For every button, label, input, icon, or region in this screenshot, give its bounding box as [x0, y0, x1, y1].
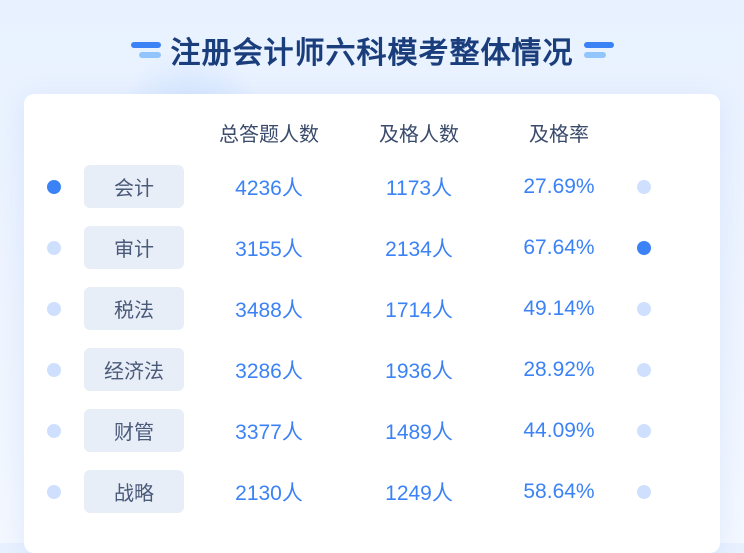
row-dot-right-icon: [637, 485, 651, 499]
cell-pass: 1936人: [344, 355, 494, 385]
cell-total: 2130人: [194, 477, 344, 507]
header: 注册会计师六科模考整体情况: [0, 0, 744, 72]
cell-pass: 1489人: [344, 416, 494, 446]
table-row: 审计 3155人2134人67.64%: [34, 226, 710, 269]
row-dot-left-icon: [47, 424, 61, 438]
subject-pill: 税法: [84, 287, 184, 330]
cell-total: 4236人: [194, 172, 344, 202]
row-dot-right-icon: [637, 302, 651, 316]
cell-total: 3377人: [194, 416, 344, 446]
cell-pass: 1173人: [344, 172, 494, 202]
row-dot-right-icon: [637, 424, 651, 438]
subject-pill: 审计: [84, 226, 184, 269]
table-row: 税法 3488人1714人49.14%: [34, 287, 710, 330]
cell-rate: 44.09%: [494, 419, 624, 443]
row-dot-right-icon: [637, 363, 651, 377]
subject-pill: 财管: [84, 409, 184, 452]
row-dot-left-icon: [47, 363, 61, 377]
row-dot-left-icon: [47, 180, 61, 194]
column-header-pass: 及格人数: [344, 118, 494, 147]
row-dot-right-icon: [637, 241, 651, 255]
cell-rate: 27.69%: [494, 175, 624, 199]
table-row: 财管 3377人1489人44.09%: [34, 409, 710, 452]
column-header-rate: 及格率: [494, 118, 624, 147]
cell-rate: 67.64%: [494, 236, 624, 260]
cell-total: 3155人: [194, 233, 344, 263]
cell-pass: 1249人: [344, 477, 494, 507]
title-decor-right-icon: [584, 42, 614, 58]
subject-pill: 会计: [84, 165, 184, 208]
cell-total: 3488人: [194, 294, 344, 324]
table-header-row: 总答题人数 及格人数 及格率: [34, 118, 710, 147]
row-dot-left-icon: [47, 241, 61, 255]
cell-rate: 49.14%: [494, 297, 624, 321]
table-row: 经济法 3286人1936人28.92%: [34, 348, 710, 391]
data-card: 总答题人数 及格人数 及格率 会计 4236人1173人27.69% 审计 3155人…: [24, 94, 720, 553]
cell-pass: 1714人: [344, 294, 494, 324]
cell-total: 3286人: [194, 355, 344, 385]
table-row: 战略 2130人1249人58.64%: [34, 470, 710, 513]
title-decor-left-icon: [131, 42, 161, 58]
cell-rate: 28.92%: [494, 358, 624, 382]
cell-pass: 2134人: [344, 233, 494, 263]
subject-pill: 经济法: [84, 348, 184, 391]
row-dot-right-icon: [637, 180, 651, 194]
cell-rate: 58.64%: [494, 480, 624, 504]
subject-pill: 战略: [84, 470, 184, 513]
column-header-total: 总答题人数: [194, 118, 344, 147]
table-row: 会计 4236人1173人27.69%: [34, 165, 710, 208]
page-title: 注册会计师六科模考整体情况: [171, 28, 574, 72]
row-dot-left-icon: [47, 485, 61, 499]
row-dot-left-icon: [47, 302, 61, 316]
